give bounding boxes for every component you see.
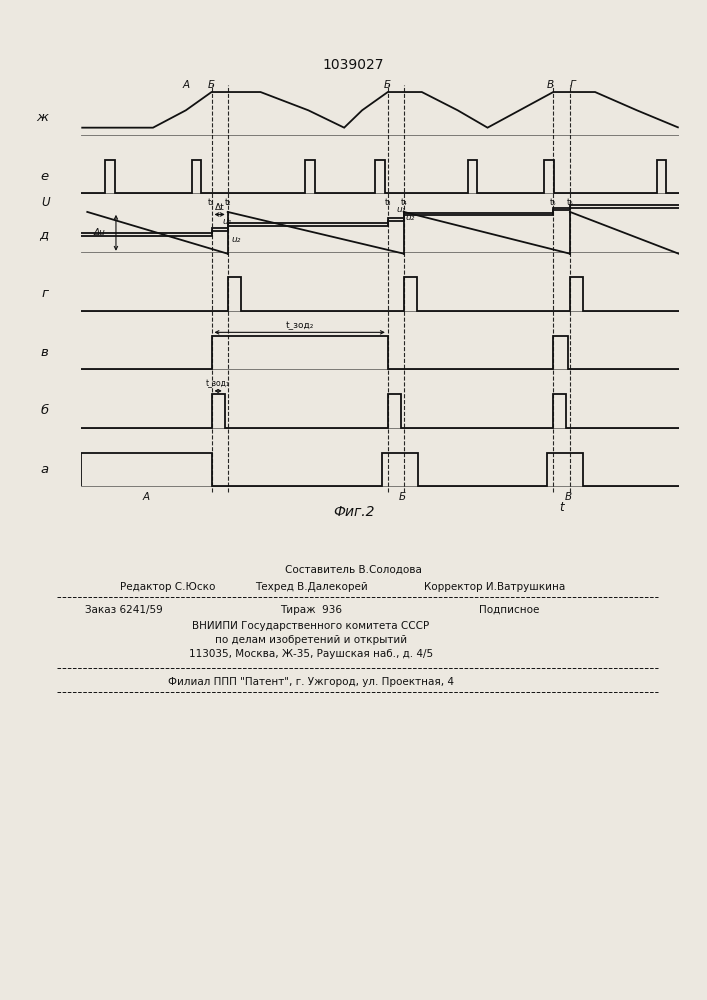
- Text: б: б: [40, 404, 49, 417]
- Text: t₆: t₆: [567, 198, 573, 207]
- Text: Δu: Δu: [93, 228, 105, 237]
- Text: u₂: u₂: [406, 213, 415, 222]
- Text: Δt: Δt: [215, 203, 225, 212]
- Text: Редактор С.Юско: Редактор С.Юско: [120, 582, 216, 592]
- Text: Тираж  936: Тираж 936: [280, 605, 342, 615]
- Text: t₄: t₄: [401, 198, 407, 207]
- Text: Филиал ППП "Патент", г. Ужгород, ул. Проектная, 4: Филиал ППП "Патент", г. Ужгород, ул. Про…: [168, 677, 454, 687]
- Text: ВНИИПИ Государственного комитета СССР: ВНИИПИ Государственного комитета СССР: [192, 621, 430, 631]
- Text: 1039027: 1039027: [323, 58, 384, 72]
- Text: 113035, Москва, Ж-35, Раушская наб., д. 4/5: 113035, Москва, Ж-35, Раушская наб., д. …: [189, 649, 433, 659]
- Text: Подписное: Подписное: [479, 605, 539, 615]
- Text: u₂: u₂: [231, 235, 240, 244]
- Text: Фиг.2: Фиг.2: [333, 505, 374, 519]
- Text: Г: Г: [570, 80, 576, 90]
- Text: В: В: [547, 80, 554, 90]
- Text: Корректор И.Ватрушкина: Корректор И.Ватрушкина: [424, 582, 566, 592]
- Text: t₁: t₁: [209, 198, 215, 207]
- Text: по делам изобретений и открытий: по делам изобретений и открытий: [215, 635, 407, 645]
- Text: Составитель В.Солодова: Составитель В.Солодова: [285, 565, 422, 575]
- Text: д: д: [40, 228, 49, 241]
- Text: г: г: [42, 287, 49, 300]
- Text: t₃: t₃: [385, 198, 391, 207]
- Text: ж: ж: [37, 111, 49, 124]
- Text: А: А: [143, 492, 150, 502]
- Text: А: А: [182, 80, 189, 90]
- Text: а: а: [40, 463, 49, 476]
- Text: Б: Б: [384, 80, 392, 90]
- Text: в: в: [41, 346, 49, 359]
- Text: Б: Б: [399, 492, 407, 502]
- Text: Заказ 6241/59: Заказ 6241/59: [85, 605, 163, 615]
- Text: U: U: [41, 196, 49, 209]
- Text: t₅: t₅: [550, 198, 556, 207]
- Text: u₁: u₁: [222, 217, 232, 226]
- Text: В: В: [565, 492, 572, 502]
- Text: t: t: [559, 501, 564, 514]
- Text: Б: Б: [208, 80, 215, 90]
- Text: t₂: t₂: [224, 198, 231, 207]
- Text: е: е: [40, 170, 49, 183]
- Text: t_зод₁: t_зод₁: [206, 380, 230, 389]
- Text: t_зод₂: t_зод₂: [286, 321, 314, 330]
- Text: u₁: u₁: [397, 205, 406, 214]
- Text: Техред В.Далекорей: Техред В.Далекорей: [255, 582, 368, 592]
